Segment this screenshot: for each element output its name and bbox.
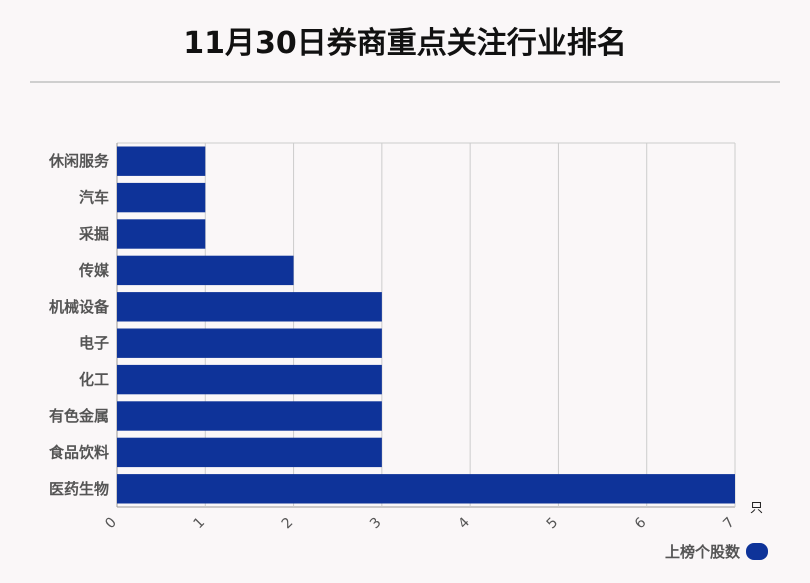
category-label: 机械设备 <box>49 298 110 316</box>
category-label: 汽车 <box>79 189 109 207</box>
x-tick-label: 2 <box>279 515 297 533</box>
bar-有色金属 <box>117 401 382 431</box>
bar-医药生物 <box>117 474 735 504</box>
legend: 上榜个股数 <box>665 541 768 562</box>
bar-采掘 <box>117 219 206 249</box>
category-label: 医药生物 <box>49 480 109 498</box>
legend-label: 上榜个股数 <box>664 543 740 561</box>
category-label: 化工 <box>79 371 109 389</box>
category-label: 电子 <box>79 334 109 352</box>
bar-电子 <box>117 328 382 358</box>
category-label: 休闲服务 <box>48 152 110 170</box>
category-label: 采掘 <box>78 225 109 243</box>
x-tick-label: 6 <box>632 514 650 532</box>
x-tick-labels: 0 1 2 3 4 5 6 7 <box>102 514 738 532</box>
bar-化工 <box>117 364 382 395</box>
x-tick-label: 0 <box>102 515 120 533</box>
bars <box>117 146 735 504</box>
x-tick-label: 1 <box>190 515 208 533</box>
chart-title: 11月30日券商重点关注行业排名 <box>183 26 627 61</box>
bar-食品饮料 <box>117 437 382 468</box>
bar-汽车 <box>117 182 206 213</box>
x-tick-label: 3 <box>367 515 385 533</box>
bar-休闲服务 <box>117 146 206 176</box>
category-label: 有色金属 <box>49 407 109 425</box>
bar-传媒 <box>117 255 294 286</box>
x-unit-label: 只 <box>750 501 763 516</box>
legend-swatch <box>746 543 768 560</box>
bar-机械设备 <box>117 292 382 322</box>
x-tick-label: 5 <box>544 515 562 533</box>
category-label: 传媒 <box>78 261 110 279</box>
category-label: 食品饮料 <box>49 443 109 461</box>
title-divider <box>30 81 780 83</box>
x-tick-label: 7 <box>720 515 738 533</box>
x-tick-label: 4 <box>455 514 473 532</box>
